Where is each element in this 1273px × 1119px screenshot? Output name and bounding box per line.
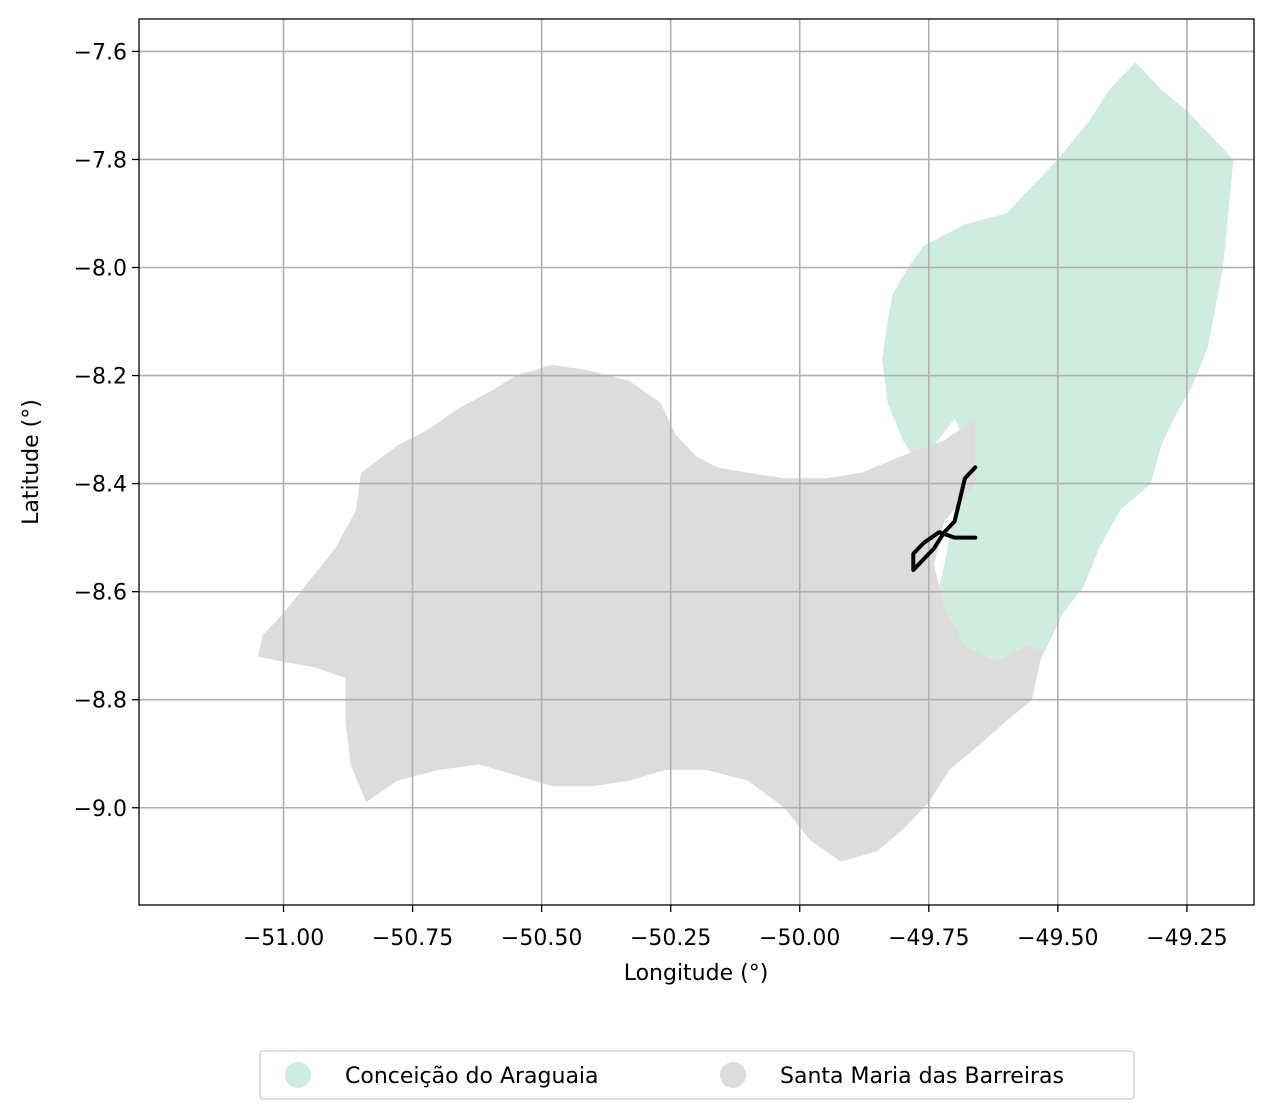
y-axis-label: Latitude (°) <box>19 399 44 525</box>
y-tick-label: −8.2 <box>74 365 127 390</box>
x-tick-label: −49.75 <box>888 926 969 951</box>
x-axis-label: Longitude (°) <box>624 961 769 986</box>
y-tick-label: −7.6 <box>74 40 127 65</box>
y-tick-label: −9.0 <box>74 797 127 822</box>
x-tick-label: −51.00 <box>243 926 324 951</box>
x-tick-label: −49.50 <box>1017 926 1098 951</box>
legend: Conceição do Araguaia Santa Maria das Ba… <box>259 1050 1135 1100</box>
y-tick-label: −8.4 <box>74 473 127 498</box>
x-tick-label: −50.50 <box>501 926 582 951</box>
legend-swatch-conceicao <box>285 1062 311 1088</box>
legend-label-santa-maria: Santa Maria das Barreiras <box>780 1064 1064 1089</box>
plot-frame <box>138 18 1255 906</box>
highlight-outline <box>911 465 978 572</box>
x-tick-label: −50.75 <box>372 926 453 951</box>
region-santa-maria-das-barreiras <box>257 364 1043 862</box>
grid-layer <box>139 19 1254 905</box>
y-tick-label: −8.8 <box>74 689 127 714</box>
legend-label-conceicao: Conceição do Araguaia <box>345 1064 599 1089</box>
y-axis-ticks: −7.6 −7.8 −8.0 −8.2 −8.4 −8.6 −8.8 −9.0 <box>74 40 139 822</box>
y-tick-label: −8.0 <box>74 257 127 282</box>
outline-layer <box>911 465 978 572</box>
x-tick-label: −50.00 <box>759 926 840 951</box>
y-tick-label: −8.6 <box>74 581 127 606</box>
legend-swatch-santa-maria <box>720 1062 746 1088</box>
legend-frame <box>259 1050 1135 1100</box>
x-tick-label: −49.25 <box>1146 926 1227 951</box>
y-tick-label: −7.8 <box>74 148 127 173</box>
x-tick-label: −50.25 <box>630 926 711 951</box>
regions-layer <box>257 62 1234 862</box>
x-axis-ticks: −51.00 −50.75 −50.50 −50.25 −50.00 −49.75 −49.… <box>243 905 1228 951</box>
